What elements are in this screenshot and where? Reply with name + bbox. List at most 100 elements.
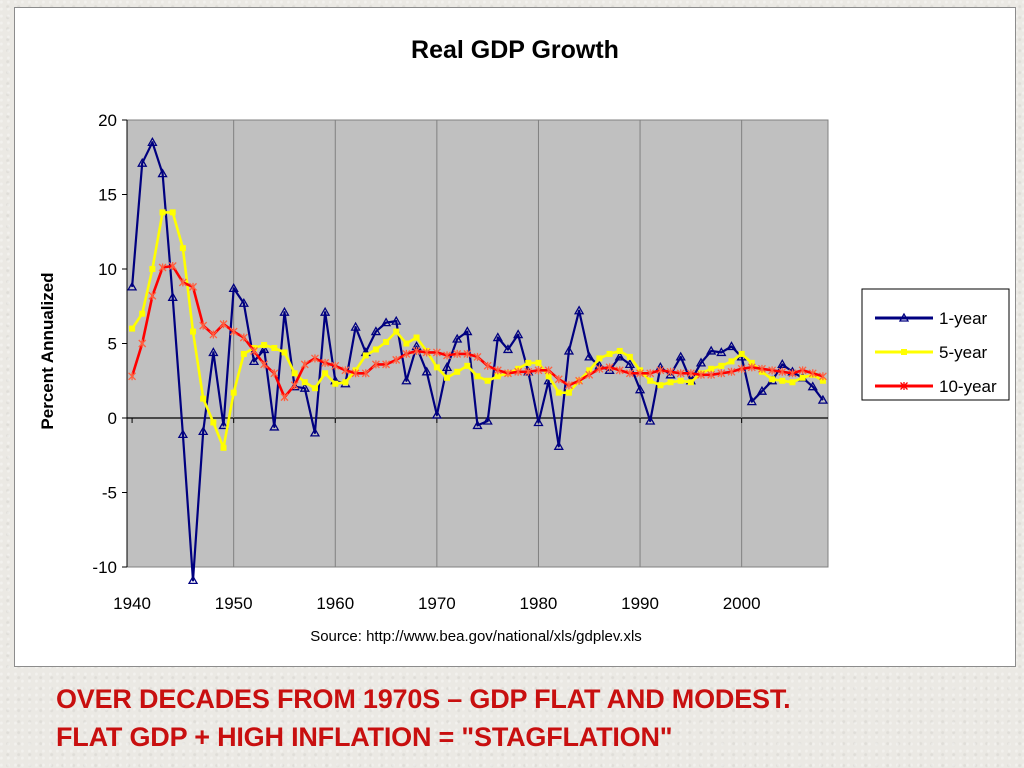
y-tick-label: 10 (98, 260, 117, 279)
data-point-10-year (544, 366, 553, 375)
data-point-10-year (666, 367, 675, 376)
data-point-10-year (656, 366, 665, 375)
data-point-10-year (239, 333, 248, 342)
data-point-1-year (706, 345, 717, 355)
data-point-1-year (533, 417, 544, 427)
data-point-1-year (756, 385, 768, 395)
data-point-5-year (545, 373, 552, 380)
legend-item-10-year: 10-year (875, 377, 997, 396)
data-point-5-year (799, 374, 806, 381)
chart-figure: 20 15 10 5 0 -5 -10 1940 1950 1960 1970 1980 1990 20… (14, 7, 1016, 667)
data-point-10-year (524, 367, 533, 376)
data-point-1-year (513, 329, 524, 339)
data-point-10-year (758, 364, 766, 373)
data-point-10-year (270, 369, 279, 378)
data-point-10-year (331, 361, 340, 370)
data-point-5-year (159, 209, 166, 216)
data-point-1-year (208, 347, 219, 357)
data-point-10-year (768, 366, 777, 375)
legend-box (861, 288, 1010, 401)
legend: 1-year 5-year 10-year (861, 288, 1010, 401)
data-point-5-year (271, 344, 278, 351)
data-point-1-year (431, 409, 442, 419)
x-tick-label: 1980 (520, 594, 558, 613)
data-point-10-year (707, 370, 716, 379)
data-point-5-year (169, 209, 176, 216)
data-point-5-year (433, 364, 440, 371)
data-point-10-year (178, 278, 187, 287)
data-point-5-year (149, 266, 156, 272)
data-point-5-year (728, 358, 735, 365)
data-point-10-year (473, 352, 482, 361)
data-point-5-year (230, 389, 237, 396)
data-point-1-year (126, 281, 138, 291)
data-point-10-year (432, 348, 441, 357)
data-point-10-year (351, 369, 360, 378)
legend-item-5-year: 5-year (875, 343, 988, 362)
data-point-10-year (158, 263, 167, 272)
data-point-5-year (474, 373, 481, 380)
data-point-1-year (563, 345, 575, 355)
data-point-10-year (575, 376, 584, 385)
data-point-1-year (218, 420, 229, 430)
data-point-1-year (391, 315, 402, 325)
data-point-5-year (179, 245, 186, 252)
data-point-10-year (392, 355, 401, 364)
data-point-10-year (778, 367, 787, 376)
data-point-1-year (726, 341, 737, 351)
data-point-10-year (371, 360, 380, 369)
data-point-5-year (464, 362, 471, 369)
data-point-1-year (462, 326, 473, 336)
data-point-5-year (220, 444, 227, 451)
data-point-1-year (472, 420, 483, 430)
data-point-5-year (240, 350, 247, 357)
legend-item-1-year: 1-year (875, 309, 988, 328)
data-point-1-year (177, 429, 188, 439)
legend-label: 10-year (939, 377, 997, 396)
data-point-10-year (534, 366, 543, 375)
data-point-10-year (168, 262, 177, 271)
y-tick-label: 0 (108, 409, 117, 428)
data-point-5-year (647, 377, 654, 384)
data-point-1-year (198, 426, 209, 436)
data-point-10-year (189, 282, 197, 291)
data-point-1-year (817, 394, 829, 404)
data-point-10-year (138, 339, 147, 348)
data-point-5-year (301, 379, 308, 386)
data-point-10-year (564, 381, 573, 390)
data-point-10-year (808, 369, 817, 378)
data-point-1-year (350, 321, 361, 331)
data-point-5-year (393, 328, 400, 335)
data-point-1-year (187, 575, 199, 585)
data-point-10-year (727, 367, 736, 376)
data-point-10-year (382, 360, 391, 369)
data-point-1-year (319, 306, 331, 316)
data-point-10-year (209, 330, 218, 339)
data-point-1-year (675, 351, 686, 361)
data-point-1-year (614, 351, 625, 361)
data-point-10-year (646, 369, 655, 378)
data-point-5-year (322, 370, 329, 377)
data-point-1-year (634, 384, 646, 394)
data-point-5-year (779, 377, 786, 384)
data-point-5-year (311, 385, 318, 392)
data-point-5-year (200, 395, 207, 402)
data-point-10-year (636, 369, 645, 378)
y-tick-label: 15 (98, 186, 117, 205)
data-point-10-year (321, 358, 330, 367)
data-point-5-year (210, 419, 217, 426)
x-tick-label: 1950 (215, 594, 253, 613)
legend-marker (900, 382, 908, 390)
data-point-1-year (502, 344, 514, 354)
y-tick-label: 20 (98, 111, 117, 130)
data-point-1-year (492, 332, 503, 342)
data-point-1-year (248, 356, 260, 366)
plot-area (126, 119, 829, 568)
line-chart: 20 15 10 5 0 -5 -10 1940 1950 1960 1970 1980 1990 20… (38, 36, 1010, 645)
data-point-10-year (310, 354, 319, 363)
data-point-10-year (148, 291, 157, 300)
data-point-1-year (259, 344, 270, 354)
data-point-10-year (493, 366, 502, 375)
legend-label: 5-year (939, 343, 988, 362)
data-point-5-year (281, 349, 288, 356)
